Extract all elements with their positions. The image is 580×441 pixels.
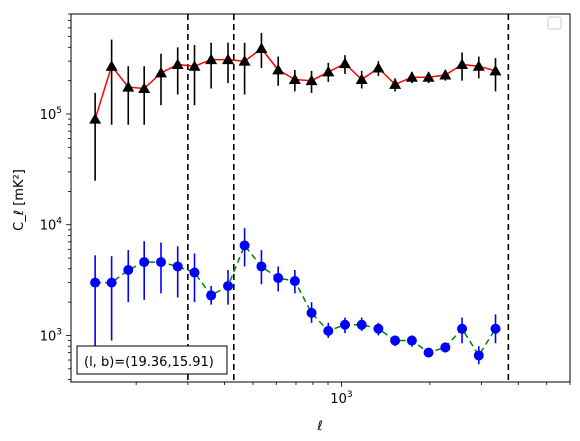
marker-s0-22 bbox=[456, 58, 469, 69]
marker-s1-3 bbox=[139, 257, 150, 268]
x-axis-label: ℓ bbox=[316, 419, 322, 434]
marker-s0-13 bbox=[305, 74, 318, 86]
marker-s0-18 bbox=[389, 78, 402, 89]
marker-s1-21 bbox=[440, 342, 451, 353]
marker-s0-4 bbox=[154, 66, 167, 78]
marker-s1-22 bbox=[457, 323, 468, 334]
marker-s1-10 bbox=[256, 261, 267, 272]
marker-s0-9 bbox=[238, 55, 251, 66]
marker-s0-8 bbox=[222, 53, 235, 65]
marker-s0-1 bbox=[105, 60, 118, 71]
marker-s0-7 bbox=[205, 53, 218, 65]
marker-s0-24 bbox=[489, 64, 502, 76]
marker-s1-12 bbox=[289, 276, 300, 287]
x-axis: 103 bbox=[135, 382, 571, 407]
y-tick-label-1: 104 bbox=[40, 217, 63, 234]
marker-s0-17 bbox=[372, 62, 385, 73]
marker-s1-6 bbox=[189, 267, 200, 278]
marker-s0-15 bbox=[338, 57, 351, 69]
marker-s0-23 bbox=[472, 60, 485, 71]
reference-lines bbox=[187, 14, 510, 382]
data-markers bbox=[89, 42, 502, 361]
marker-s0-14 bbox=[322, 65, 335, 77]
marker-s0-16 bbox=[355, 73, 368, 84]
marker-s1-8 bbox=[223, 280, 234, 291]
marker-s0-0 bbox=[89, 113, 102, 124]
marker-s0-5 bbox=[171, 58, 184, 69]
marker-s0-11 bbox=[272, 63, 285, 75]
marker-s0-12 bbox=[288, 73, 301, 84]
marker-s0-19 bbox=[405, 71, 418, 82]
marker-s1-18 bbox=[390, 335, 401, 346]
marker-s1-2 bbox=[123, 265, 134, 276]
y-axis: 103 104 105 bbox=[40, 13, 71, 380]
marker-s1-19 bbox=[406, 335, 417, 346]
marker-s1-20 bbox=[423, 347, 434, 358]
marker-s1-4 bbox=[155, 257, 166, 268]
annotation-text: (l, b)=(19.36,15.91) bbox=[84, 355, 214, 370]
marker-s0-6 bbox=[188, 60, 201, 71]
marker-s0-10 bbox=[255, 42, 268, 54]
marker-s1-5 bbox=[172, 261, 183, 272]
y-axis-label: C_ℓ [mK²] bbox=[12, 169, 27, 231]
marker-s1-24 bbox=[490, 323, 501, 334]
marker-s1-17 bbox=[373, 323, 384, 334]
marker-s1-13 bbox=[306, 307, 317, 318]
marker-s1-14 bbox=[323, 325, 334, 336]
marker-s1-15 bbox=[339, 319, 350, 330]
marker-s1-9 bbox=[239, 240, 250, 251]
marker-s1-7 bbox=[206, 290, 217, 301]
marker-s1-11 bbox=[273, 273, 284, 284]
marker-s1-16 bbox=[356, 319, 367, 330]
marker-s1-23 bbox=[473, 350, 484, 361]
marker-s0-3 bbox=[138, 82, 151, 93]
y-tick-label-2: 105 bbox=[40, 106, 62, 123]
marker-s1-1 bbox=[106, 277, 117, 288]
x-tick-label-0: 103 bbox=[330, 390, 352, 407]
marker-s0-20 bbox=[422, 71, 435, 82]
annotation-box bbox=[76, 345, 228, 375]
marker-s0-2 bbox=[122, 81, 135, 92]
legend-box[interactable] bbox=[547, 16, 562, 30]
marker-s0-21 bbox=[439, 69, 452, 80]
y-tick-label-0: 103 bbox=[40, 327, 62, 344]
coordinate-annotation: (l, b)=(19.36,15.91) bbox=[76, 345, 228, 375]
marker-s1-0 bbox=[90, 277, 101, 288]
